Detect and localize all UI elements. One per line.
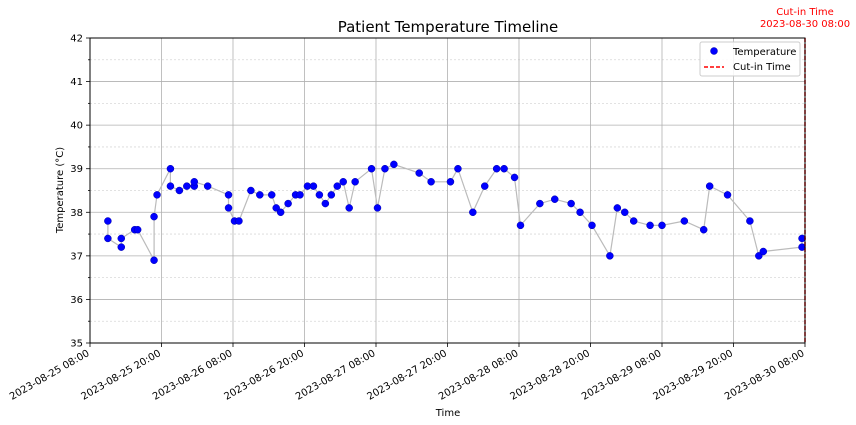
legend-temperature-marker xyxy=(710,47,718,55)
temperature-point xyxy=(480,182,489,190)
temperature-point xyxy=(321,199,330,208)
temperature-point xyxy=(284,199,292,208)
temperature-point xyxy=(427,178,435,186)
y-tick-label: 35 xyxy=(70,339,83,350)
temperature-point xyxy=(373,204,382,212)
temperature-point xyxy=(235,217,243,225)
temperature-point xyxy=(798,243,806,251)
temperature-point xyxy=(658,221,666,230)
temperature-point xyxy=(190,178,199,186)
temperature-point xyxy=(381,164,389,173)
temperature-point xyxy=(150,212,158,221)
y-axis: 35 36 37 38 39 40 41 42 xyxy=(70,34,90,350)
temperature-point xyxy=(705,182,714,190)
temperature-point xyxy=(723,191,732,199)
temperature-point xyxy=(606,252,614,260)
temperature-point xyxy=(117,243,126,251)
series-points xyxy=(104,160,806,264)
temperature-point xyxy=(755,252,763,260)
temperature-point xyxy=(415,169,423,177)
temperature-point xyxy=(629,217,638,225)
temperature-point xyxy=(576,208,584,217)
legend: Temperature Cut-in Time xyxy=(699,41,801,77)
temperature-point xyxy=(153,191,161,199)
legend-box xyxy=(699,41,801,77)
legend-cutin-label: Cut-in Time xyxy=(733,62,791,73)
temperature-point xyxy=(224,191,233,199)
temperature-point xyxy=(309,182,318,190)
temperature-point xyxy=(536,199,544,208)
temperature-point xyxy=(166,164,175,173)
temperature-point xyxy=(333,182,342,190)
temperature-point xyxy=(272,204,280,212)
y-tick-label: 40 xyxy=(70,121,83,132)
temperature-point xyxy=(516,221,525,230)
temperature-point xyxy=(104,234,112,243)
temperature-point xyxy=(183,182,191,190)
temperature-point xyxy=(104,217,112,225)
temperature-point xyxy=(680,217,689,225)
temperature-point xyxy=(454,164,462,173)
temperature-point xyxy=(296,191,304,199)
cutin-annotation-time: 2023-08-30 08:00 xyxy=(760,19,850,30)
temperature-point xyxy=(621,208,629,217)
legend-temperature-label: Temperature xyxy=(732,47,796,58)
temperature-point xyxy=(390,160,398,169)
temperature-point xyxy=(276,208,285,217)
temperature-point xyxy=(613,204,622,212)
temperature-point xyxy=(256,191,264,199)
temperature-point xyxy=(224,204,233,212)
temperature-point xyxy=(646,221,654,230)
temperature-point xyxy=(203,182,212,190)
temperature-point xyxy=(267,191,276,199)
temperature-point xyxy=(339,178,347,186)
chart-title: Patient Temperature Timeline xyxy=(338,18,559,36)
y-tick-label: 36 xyxy=(70,295,83,306)
temperature-point xyxy=(367,164,376,173)
temperature-point xyxy=(315,191,324,199)
temperature-point xyxy=(351,178,359,186)
temperature-point xyxy=(133,225,142,234)
temperature-point xyxy=(117,234,126,243)
temperature-point xyxy=(345,204,353,212)
temperature-point xyxy=(175,186,184,195)
cutin-annotation-title: Cut-in Time xyxy=(776,7,834,18)
y-tick-label: 38 xyxy=(70,208,83,219)
temperature-point xyxy=(166,182,175,190)
y-tick-label: 42 xyxy=(70,34,83,45)
temperature-point xyxy=(469,208,477,217)
temperature-point xyxy=(699,225,708,234)
y-tick-label: 41 xyxy=(70,77,83,88)
temperature-point xyxy=(492,164,501,173)
temperature-point xyxy=(446,178,455,186)
temperature-point xyxy=(551,195,559,203)
temperature-point xyxy=(247,186,255,195)
x-axis-label: Time xyxy=(435,408,460,419)
y-tick-label: 39 xyxy=(70,164,83,175)
temperature-point xyxy=(567,199,575,208)
temperature-point xyxy=(510,173,519,182)
temperature-point xyxy=(588,221,596,230)
temperature-point xyxy=(150,256,158,264)
temperature-point xyxy=(759,247,768,256)
y-axis-label: Temperature (°C) xyxy=(55,147,66,234)
y-tick-label: 37 xyxy=(70,251,83,262)
temperature-point xyxy=(500,164,508,173)
temperature-point xyxy=(746,217,754,225)
temperature-point xyxy=(327,191,336,199)
